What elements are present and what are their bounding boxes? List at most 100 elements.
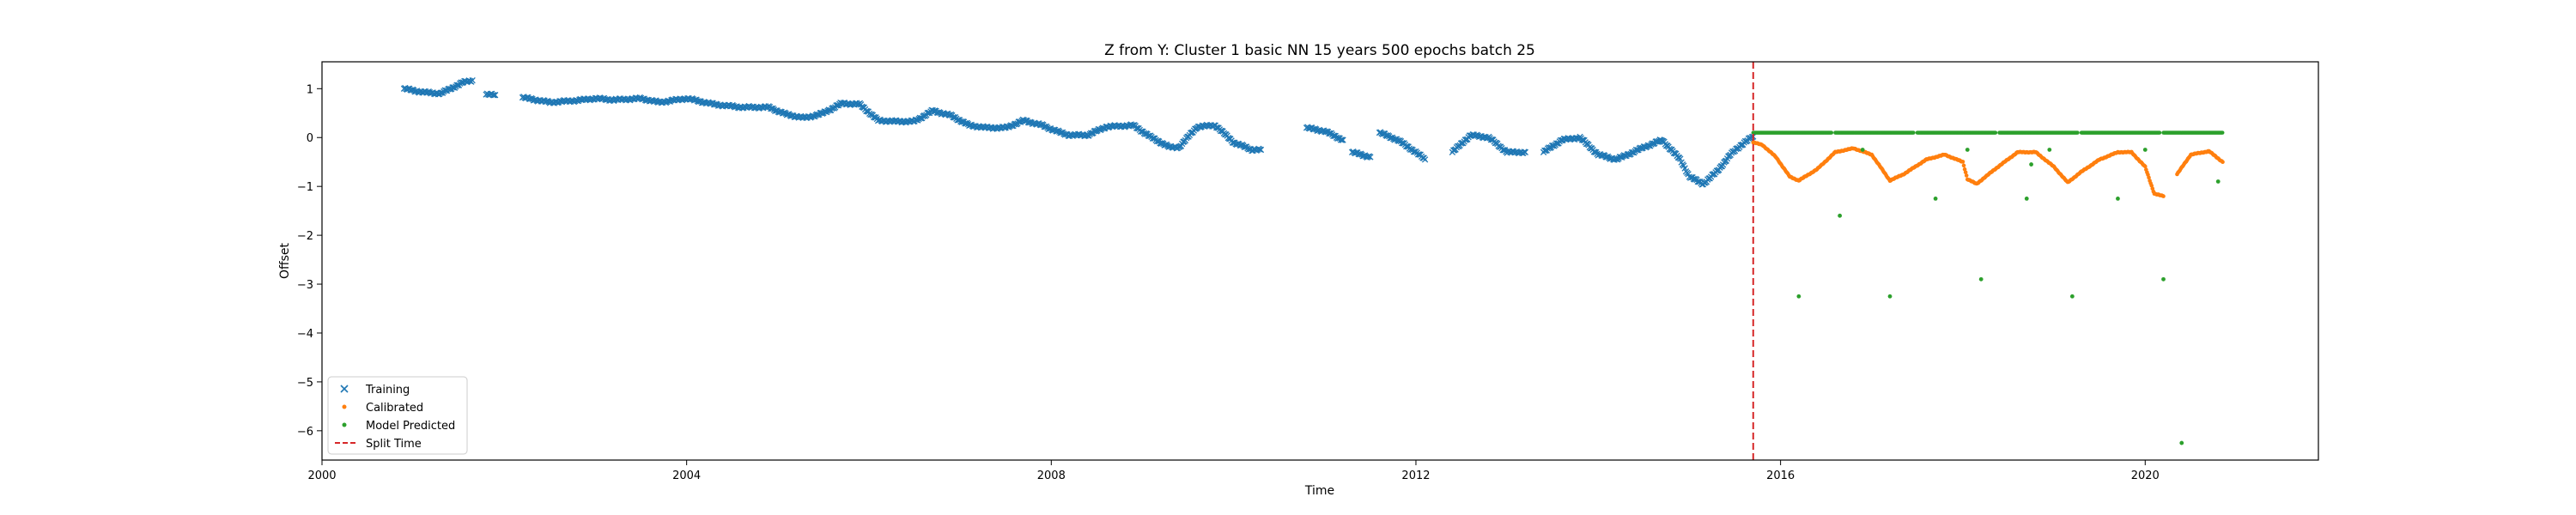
- training-point: [1677, 155, 1684, 162]
- model-predicted-outlier: [2069, 294, 2075, 299]
- y-tick-label: −6: [297, 426, 313, 439]
- training-point: [954, 117, 961, 124]
- model-predicted-outlier: [1978, 276, 1984, 282]
- legend-item-model-predicted: Model Predicted: [342, 420, 455, 433]
- model-predicted-outlier: [1860, 148, 1865, 152]
- training-point: [1694, 178, 1701, 185]
- axes-frame: [321, 61, 2319, 461]
- model-predicted-outlier: [1838, 213, 1843, 218]
- model-predicted-outlier: [2029, 162, 2033, 167]
- training-point: [1499, 147, 1506, 154]
- calibrated-point: [1961, 163, 1966, 168]
- training-point: [437, 89, 444, 96]
- calibrated-point: [2147, 175, 2151, 180]
- model-predicted-point: [1911, 130, 1916, 135]
- legend-label-training: Training: [365, 384, 410, 397]
- training-point: [1256, 146, 1263, 153]
- legend-marker-model-predicted: [342, 422, 347, 427]
- training-point: [1229, 139, 1236, 146]
- model-predicted-outlier: [2179, 440, 2184, 445]
- chart-title: Z from Y: Cluster 1 basic NN 15 years 50…: [1104, 42, 1535, 59]
- legend-item-calibrated: Calibrated: [342, 402, 423, 415]
- legend-marker-calibrated: [342, 404, 347, 409]
- model-predicted-outlier: [1887, 294, 1893, 299]
- legend-box: [327, 376, 468, 455]
- model-predicted-outlier: [2024, 197, 2029, 201]
- x-tick-label: 2020: [2131, 470, 2160, 482]
- calibrated-point: [1962, 167, 1967, 172]
- model-predicted-outlier: [2116, 197, 2120, 201]
- training-point: [492, 92, 499, 99]
- training-point: [1421, 156, 1429, 163]
- calibrated-point: [2161, 194, 2166, 198]
- training-point: [489, 92, 496, 99]
- legend: Training Calibrated Model Predicted Spli…: [327, 376, 468, 455]
- model-predicted-point: [1993, 130, 1998, 135]
- y-tick-label: −3: [297, 279, 313, 292]
- training-point: [1628, 148, 1636, 156]
- training-point: [1330, 132, 1337, 140]
- y-tick-label: −4: [297, 328, 313, 341]
- training-point: [1552, 140, 1560, 147]
- training-point: [1541, 147, 1548, 154]
- y-tick-label: 0: [307, 132, 313, 145]
- x-tick-label: 2004: [672, 470, 701, 482]
- training-point: [1337, 136, 1345, 143]
- model-predicted-outlier: [1965, 148, 1970, 152]
- training-point: [1557, 136, 1564, 144]
- calibrated-point: [1963, 170, 1968, 175]
- legend-label-model-predicted: Model Predicted: [366, 420, 455, 433]
- calibrated-point: [1960, 160, 1965, 164]
- training-point: [469, 76, 476, 84]
- model-predicted-outlier: [2215, 179, 2221, 184]
- training-point: [1137, 128, 1145, 135]
- x-tick-label: 2016: [1766, 470, 1795, 482]
- training-point: [1414, 151, 1422, 158]
- y-tick-label: −1: [297, 181, 313, 194]
- x-axis-label: Time: [1304, 484, 1334, 498]
- model-predicted-outlier: [1933, 197, 1938, 201]
- model-predicted-point: [2157, 130, 2162, 135]
- training-point: [833, 102, 840, 109]
- training-point: [1522, 148, 1529, 155]
- training-point: [1364, 153, 1372, 161]
- training-point: [1340, 136, 1346, 143]
- training-point: [1241, 143, 1248, 150]
- training-point: [490, 92, 498, 99]
- training-point: [1217, 127, 1224, 135]
- y-tick-label: −2: [297, 230, 313, 243]
- training-point: [1487, 136, 1495, 143]
- calibrated-point: [1964, 173, 1969, 178]
- model-predicted-point: [2075, 130, 2080, 135]
- calibrated-point: [2221, 160, 2225, 165]
- model-predicted-outlier: [2161, 276, 2166, 282]
- y-tick-label: 1: [307, 83, 313, 96]
- legend-label-calibrated: Calibrated: [366, 402, 423, 415]
- training-point: [1632, 146, 1640, 154]
- model-predicted-point: [2221, 130, 2225, 135]
- legend-item-split-time: Split Time: [335, 438, 422, 451]
- x-tick-label: 2008: [1037, 470, 1066, 482]
- model-predicted-outlier: [1796, 294, 1801, 299]
- legend-label-split-time: Split Time: [366, 438, 422, 451]
- ticks-layer: 2000 2004 2008 2012 2016 2020 1 0 −1 −2 −3 −4 −5 −6: [297, 83, 2160, 482]
- model-predicted-outlier: [2047, 148, 2052, 152]
- legend-marker-training: [340, 385, 349, 393]
- training-point: [1257, 146, 1265, 154]
- calibrated-point: [2149, 183, 2154, 188]
- training-point: [453, 82, 460, 88]
- x-tick-label: 2012: [1401, 470, 1430, 482]
- training-point: [1403, 142, 1410, 150]
- plot-layer: [400, 62, 2225, 460]
- training-point: [1339, 136, 1346, 143]
- calibrated-point: [2142, 164, 2148, 169]
- training-point: [1149, 135, 1157, 142]
- y-axis-label: Offset: [278, 242, 292, 279]
- x-tick-label: 2000: [307, 470, 336, 482]
- legend-item-training: Training: [340, 384, 410, 397]
- y-tick-label: −5: [297, 377, 313, 390]
- model-predicted-point: [1829, 130, 1834, 135]
- training-point: [1367, 154, 1374, 161]
- model-predicted-outlier: [2142, 148, 2148, 152]
